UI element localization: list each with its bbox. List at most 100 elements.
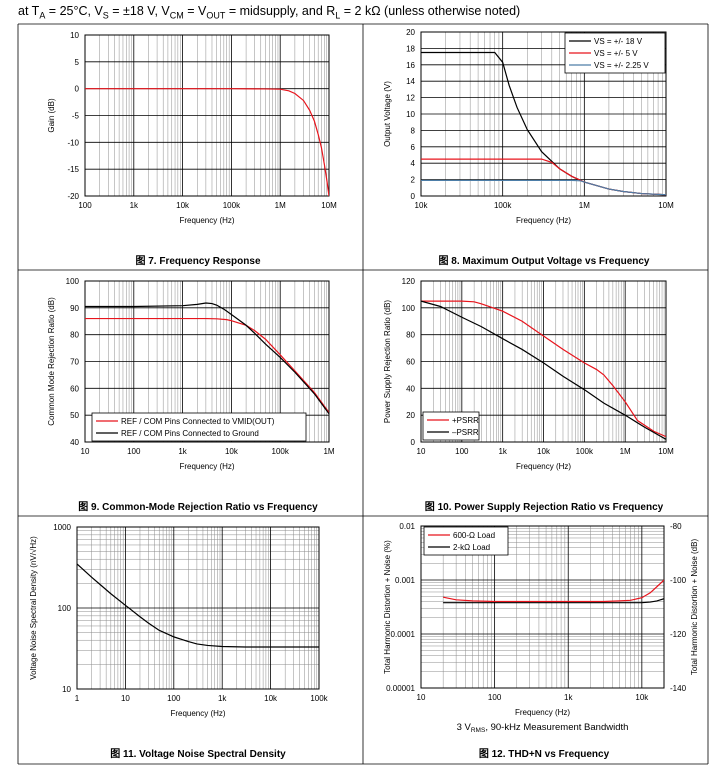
figure-caption: 图 12. THD+N vs Frequency <box>479 748 610 760</box>
y-tick-label: 0 <box>75 85 80 94</box>
x-tick-label: 1M <box>275 201 286 210</box>
series-line-3 <box>421 179 666 196</box>
y-tick-label: 100 <box>58 604 72 613</box>
x-tick-label: 1 <box>75 694 80 703</box>
legend-label: +PSRR <box>452 416 479 425</box>
legend-box <box>423 526 509 556</box>
y-tick-label: 70 <box>70 358 79 367</box>
x-axis-label: Frequency (Hz) <box>179 462 234 471</box>
y-tick-label: 1000 <box>53 523 71 532</box>
y-tick-label: 20 <box>406 28 415 37</box>
series-line-1 <box>443 579 664 603</box>
x-tick-label: 100k <box>223 201 241 210</box>
y-tick-label: 0 <box>411 192 416 201</box>
series-line-1 <box>421 300 666 438</box>
minor-gridlines <box>421 526 664 688</box>
y-tick-label: 14 <box>406 77 415 86</box>
chart-subtitle: 3 VRMS, 90-kHz Measurement Bandwidth <box>457 722 629 734</box>
y-tick-label: -10 <box>67 138 79 147</box>
y-tick-label: 0.001 <box>395 576 416 585</box>
figure-caption: 图 7. Frequency Response <box>135 255 260 267</box>
legend-label: VS = +/- 5 V <box>594 49 638 58</box>
legend: VS = +/- 18 V VS = +/- 5 V VS = +/- 2.25 V <box>564 32 666 74</box>
y-tick-label: 100 <box>66 277 80 286</box>
plot-frame <box>420 525 665 689</box>
y-axis-label: Total Harmonic Distortion + Noise (%) <box>383 540 392 674</box>
y-tick-label: 20 <box>406 411 415 420</box>
x-tick-label: 10M <box>321 201 337 210</box>
y-tick-label: 80 <box>406 331 415 340</box>
y2-tick-label: -100 <box>670 576 687 585</box>
y-tick-label: 12 <box>406 94 415 103</box>
x-tick-label: 1k <box>564 693 573 702</box>
y-tick-label: 10 <box>62 685 71 694</box>
x-tick-label: 1k <box>178 447 187 456</box>
legend-label: –PSRR <box>452 428 479 437</box>
x-tick-label: 10k <box>415 201 429 210</box>
chart-fig9: 10 100 1k 10k 100k 1M 40 50 60 70 80 90 100 Frequency… <box>47 277 335 513</box>
y-tick-label: 0.01 <box>399 522 415 531</box>
y-tick-label: 40 <box>70 438 79 447</box>
x-tick-label: 100 <box>455 447 469 456</box>
y-tick-label: -5 <box>72 112 80 121</box>
legend-box <box>422 411 480 441</box>
plot-frame <box>84 34 330 197</box>
x-tick-label: 10k <box>264 694 278 703</box>
x-tick-label: 10k <box>537 447 551 456</box>
legend-label: 600-Ω Load <box>453 531 495 540</box>
x-tick-label: 100k <box>310 694 328 703</box>
y-tick-label: 10 <box>406 110 415 119</box>
y2-axis-label: Total Harmonic Distortion + Noise (dB) <box>690 539 699 676</box>
x-tick-label: 10M <box>658 201 674 210</box>
y-tick-label: 90 <box>70 304 79 313</box>
x-tick-label: 100k <box>576 447 594 456</box>
y-tick-label: 18 <box>406 44 415 53</box>
y2-tick-label: -140 <box>670 684 687 693</box>
legend-label: VS = +/- 18 V <box>594 37 643 46</box>
y-tick-label: 2 <box>411 176 416 185</box>
series-line-1 <box>85 317 329 413</box>
y-tick-label: -20 <box>67 192 79 201</box>
x-tick-label: 10 <box>81 447 90 456</box>
x-tick-label: 100 <box>78 201 92 210</box>
legend-label: REF / COM Pins Connected to Ground <box>121 429 259 438</box>
legend: 600-Ω Load 2-kΩ Load <box>423 526 509 556</box>
y-tick-label: 6 <box>411 143 416 152</box>
x-tick-label: 100 <box>127 447 141 456</box>
plot-frame <box>84 280 330 443</box>
x-tick-label: 1M <box>579 201 590 210</box>
x-axis-label: Frequency (Hz) <box>179 216 234 225</box>
x-tick-label: 10k <box>635 693 649 702</box>
series-group <box>77 563 319 648</box>
y-tick-label: 10 <box>70 31 79 40</box>
figure-caption: 图 10. Power Supply Rejection Ratio vs Fr… <box>425 501 664 513</box>
x-tick-label: 10k <box>225 447 239 456</box>
series-line-2 <box>443 598 664 604</box>
legend-label: VS = +/- 2.25 V <box>594 61 649 70</box>
x-tick-label: 10M <box>658 447 674 456</box>
y-tick-label: 80 <box>70 331 79 340</box>
y-tick-label: 4 <box>411 159 416 168</box>
y2-tick-label: -120 <box>670 630 687 639</box>
y-tick-label: 60 <box>70 384 79 393</box>
y-axis-label: Voltage Noise Spectral Density (nV/√Hz) <box>29 536 38 680</box>
conditions-header: at TA = 25°C, VS = ±18 V, VCM = VOUT = m… <box>18 4 521 21</box>
chart-fig10: 10 100 1k 10k 100k 1M 10M 0 20 40 60 80 100 120 Freque… <box>383 277 674 513</box>
figure-caption: 图 8. Maximum Output Voltage vs Frequency <box>439 255 650 267</box>
series-line-1 <box>85 88 329 196</box>
series-line-1 <box>77 563 319 648</box>
legend-label: REF / COM Pins Connected to VMID(OUT) <box>121 417 275 426</box>
x-axis-label: Frequency (Hz) <box>170 709 225 718</box>
y-axis-label: Power Supply Rejection Ratio (dB) <box>383 300 392 424</box>
x-tick-label: 1k <box>218 694 227 703</box>
y-tick-label: 50 <box>70 411 79 420</box>
y-tick-label: 8 <box>411 126 416 135</box>
plot-frame <box>420 280 667 443</box>
y-tick-label: 0.0001 <box>391 630 416 639</box>
series-group <box>85 88 329 196</box>
x-tick-label: 100 <box>488 693 502 702</box>
x-tick-label: 10 <box>417 447 426 456</box>
x-axis-label: Frequency (Hz) <box>516 462 571 471</box>
chart-fig8: 10k 100k 1M 10M 0 2 4 6 8 10 12 14 16 18 20 Frequency (… <box>383 28 674 267</box>
y-tick-label: 0 <box>411 438 416 447</box>
